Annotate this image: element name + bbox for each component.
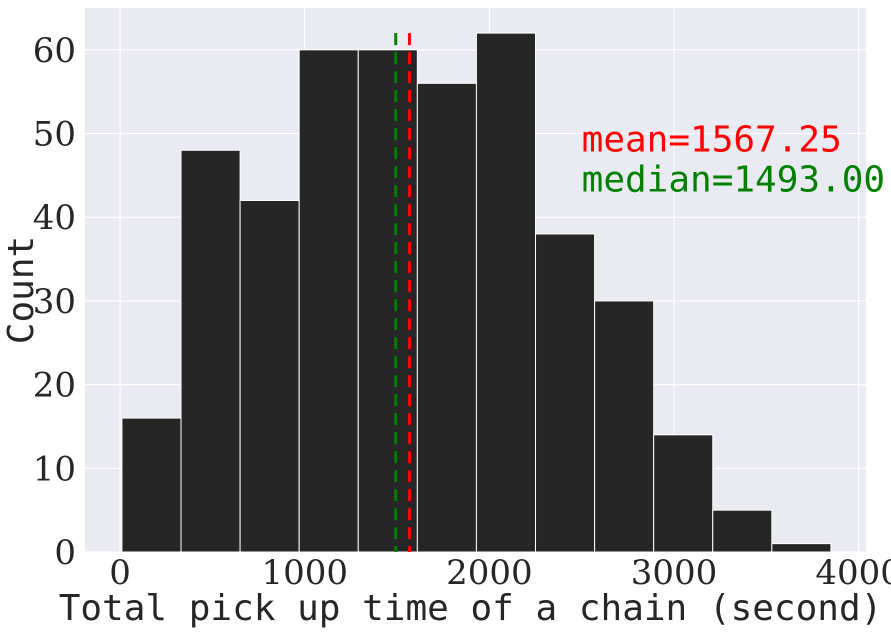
annotation-text: median=1493.00 xyxy=(582,160,885,201)
histogram-bar xyxy=(535,233,596,553)
histogram-bar xyxy=(416,82,477,553)
y-tick-label: 20 xyxy=(33,366,76,406)
x-tick-label: 1000 xyxy=(261,553,348,593)
x-tick-label: 3000 xyxy=(631,553,718,593)
y-tick-label: 60 xyxy=(33,31,76,71)
x-axis-label: Total pick up time of a chain (second) xyxy=(59,588,883,629)
histogram-bar xyxy=(594,300,655,553)
histogram-bar xyxy=(771,543,832,553)
y-tick-label: 50 xyxy=(33,115,76,155)
histogram-bar xyxy=(298,49,359,553)
histogram-bar xyxy=(712,509,773,553)
reference-lines xyxy=(394,33,411,552)
x-tick-label: 0 xyxy=(109,553,131,593)
y-tick-label: 0 xyxy=(54,533,76,573)
histogram-bar xyxy=(180,149,241,553)
y-tick-label: 30 xyxy=(33,282,76,322)
histogram-bar xyxy=(121,417,182,553)
histogram-bar xyxy=(239,199,300,553)
y-tick-label: 10 xyxy=(33,449,76,489)
y-tick-label: 40 xyxy=(33,198,76,238)
x-tick-label: 2000 xyxy=(446,553,533,593)
annotation-text: mean=1567.25 xyxy=(582,119,842,160)
histogram-bar xyxy=(653,434,714,553)
y-axis-label: Count xyxy=(1,236,42,344)
histogram-bar xyxy=(475,32,537,553)
histogram-bar xyxy=(357,49,418,553)
histogram-bars xyxy=(121,32,832,553)
